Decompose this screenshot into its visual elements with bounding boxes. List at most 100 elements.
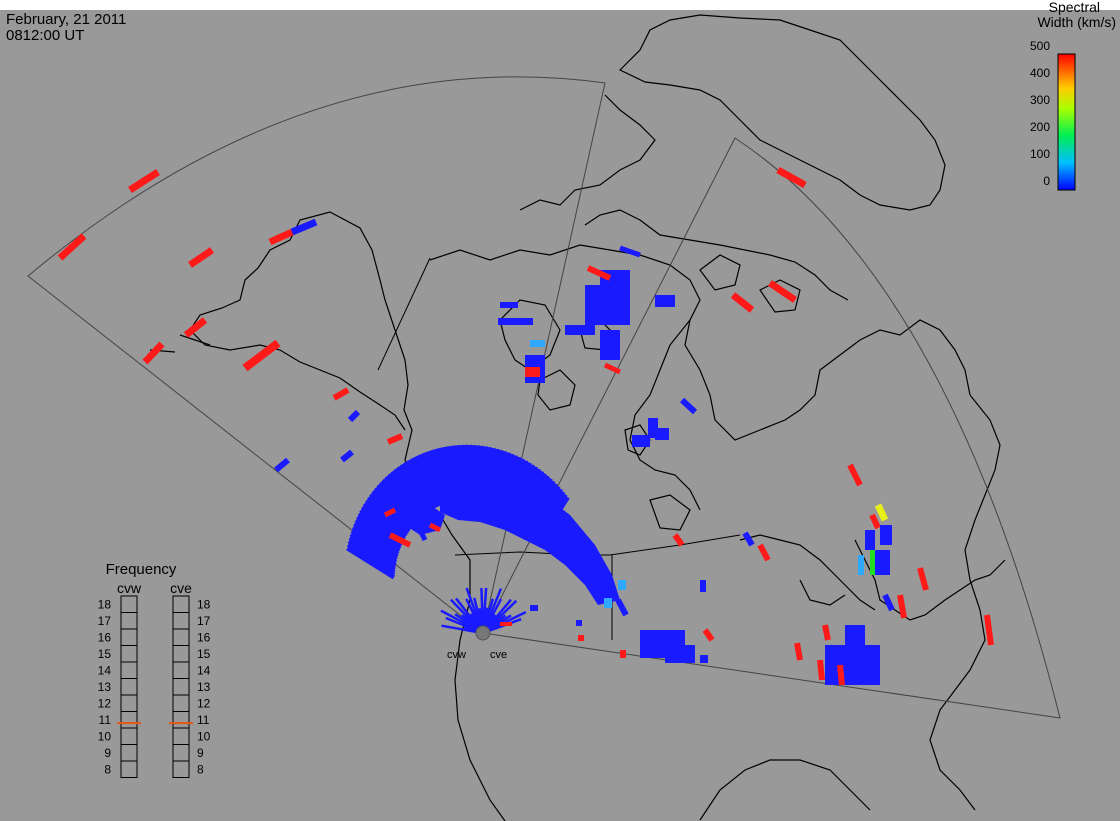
scatter-cell bbox=[586, 265, 612, 281]
frequency-scale-label: 14 bbox=[197, 663, 211, 677]
scatter-cell bbox=[484, 588, 503, 628]
frequency-scale-label: 8 bbox=[197, 762, 204, 776]
scatter-cell bbox=[183, 317, 208, 338]
scatter-cell bbox=[869, 513, 881, 530]
colorbar-tick-label: 0 bbox=[1043, 174, 1050, 188]
frequency-scale: 18 17 16 15 14 13 12 11 10 9 8 18 17 16 15 14 13 12 11 10 9 8 bbox=[98, 595, 211, 778]
scatter-cell bbox=[500, 302, 518, 308]
scatter-cell bbox=[672, 533, 685, 547]
scatter-cell bbox=[655, 428, 669, 440]
colorbar-gradient bbox=[1057, 53, 1076, 191]
scatter-cell bbox=[421, 452, 443, 507]
frequency-scale-label: 12 bbox=[197, 696, 211, 710]
scatter-cell bbox=[340, 449, 354, 463]
time-label: 0812:00 UT bbox=[6, 27, 84, 44]
radar-site-marker bbox=[475, 625, 491, 641]
frequency-scale-label: 17 bbox=[98, 614, 112, 628]
scatter-cell bbox=[875, 550, 890, 575]
scatter-cell bbox=[386, 433, 404, 445]
scatter-cell bbox=[332, 387, 350, 401]
scatter-cell bbox=[603, 362, 622, 375]
scatter-cell bbox=[383, 507, 397, 518]
colorbar-tick-label: 400 bbox=[1030, 66, 1050, 80]
scatter-cell bbox=[367, 495, 406, 541]
scatter-cell bbox=[865, 530, 875, 550]
frequency-scale-label: 15 bbox=[197, 647, 211, 661]
scatter-cell bbox=[822, 624, 831, 641]
colorbar-title-line1: Spectral bbox=[1049, 0, 1100, 15]
scatter-cell bbox=[441, 624, 478, 634]
scatter-cell bbox=[57, 233, 87, 261]
scatter-cell bbox=[648, 418, 658, 438]
scatter-cell bbox=[142, 341, 165, 365]
scatter-cell bbox=[128, 169, 160, 193]
scatter-cell bbox=[757, 543, 771, 562]
frequency-scale-label: 10 bbox=[197, 729, 211, 743]
scatter-cell bbox=[364, 498, 405, 543]
scatter-cell bbox=[700, 580, 706, 592]
scatter-cell bbox=[984, 614, 994, 646]
scatter-cell bbox=[346, 546, 396, 580]
frequency-scale-label: 15 bbox=[98, 647, 112, 661]
scatter-cell bbox=[768, 280, 797, 303]
scatter-cell bbox=[600, 330, 620, 360]
scatter-cell bbox=[355, 515, 400, 556]
scatter-cell bbox=[604, 598, 612, 608]
scatter-cell bbox=[880, 525, 892, 545]
scatter-cell bbox=[897, 594, 907, 619]
frequency-scale-label: 18 bbox=[197, 597, 211, 611]
frequency-scale-label: 9 bbox=[104, 746, 111, 760]
date-label: February, 21 2011 bbox=[6, 11, 126, 28]
frequency-scale-label: 11 bbox=[197, 713, 210, 727]
scatter-cell bbox=[874, 503, 889, 522]
scatter-cell bbox=[825, 645, 880, 685]
scatter-cell bbox=[837, 664, 845, 686]
scatter-cell bbox=[845, 625, 865, 645]
scatter-cell bbox=[576, 620, 582, 626]
scatter-cell bbox=[882, 593, 895, 612]
scatter-cell bbox=[188, 247, 214, 268]
scatter-cell bbox=[679, 397, 698, 415]
frequency-scale-label: 13 bbox=[98, 680, 112, 694]
scatter-cell bbox=[351, 525, 398, 564]
colorbar-title-line2: Width (km/s) bbox=[1037, 14, 1116, 30]
scatter-cell bbox=[357, 511, 401, 554]
scatter-cell bbox=[413, 455, 438, 509]
scatter-cell bbox=[242, 339, 281, 372]
coastlines bbox=[149, 14, 1006, 821]
scatter-cell bbox=[359, 508, 402, 551]
scatter-cell bbox=[348, 535, 396, 572]
frequency-scale-label: 18 bbox=[98, 597, 112, 611]
scatter-cell bbox=[742, 531, 755, 547]
scatter-cell bbox=[700, 655, 708, 663]
scatter-cell bbox=[486, 599, 518, 630]
scatter-cell bbox=[349, 532, 397, 569]
scatter-cell bbox=[290, 218, 318, 236]
scatter-cell bbox=[480, 587, 485, 628]
scatter-cell bbox=[388, 532, 412, 548]
scatter-cell bbox=[347, 409, 361, 423]
scatter-cell bbox=[417, 454, 441, 508]
frequency-panel: Frequency cvw cve 1817161514131211109818… bbox=[98, 561, 211, 778]
scatter-cell bbox=[525, 367, 540, 377]
scatter-cell bbox=[498, 318, 533, 325]
frequency-scale-label: 13 bbox=[197, 680, 211, 694]
scatter-cell bbox=[376, 483, 412, 531]
scatter-cell bbox=[578, 635, 584, 641]
scatter-cell bbox=[428, 522, 442, 533]
scatter-cell bbox=[655, 295, 675, 307]
frequency-cell bbox=[120, 760, 138, 778]
colorbar-tick-label: 500 bbox=[1030, 39, 1050, 53]
scatter-cell bbox=[858, 555, 864, 575]
scatter-cell bbox=[346, 542, 396, 577]
frequency-col-cve: cve bbox=[170, 580, 192, 596]
colorbar-ticks: 500 400 300 200 100 0 bbox=[1030, 39, 1050, 188]
frequency-scale-label: 11 bbox=[99, 713, 112, 727]
scatter-cell bbox=[410, 457, 436, 511]
backscatter-cells bbox=[57, 166, 994, 686]
scatter-cell bbox=[406, 459, 433, 512]
scatter-cell bbox=[417, 528, 428, 542]
scatter-cell bbox=[347, 539, 396, 575]
scatter-cell bbox=[450, 598, 480, 630]
